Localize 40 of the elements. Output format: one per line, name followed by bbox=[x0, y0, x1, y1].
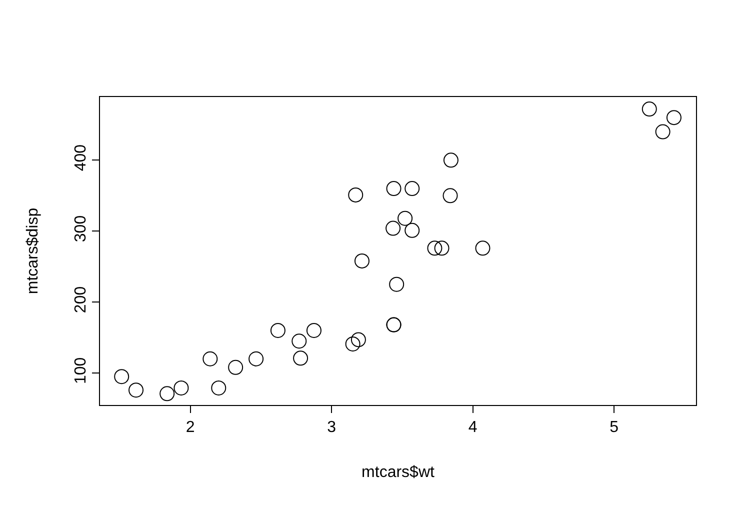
x-axis-title: mtcars$wt bbox=[362, 464, 435, 481]
point bbox=[248, 351, 264, 366]
point bbox=[292, 334, 307, 349]
y-tick-label: 200 bbox=[72, 286, 90, 314]
point bbox=[398, 210, 413, 226]
x-tick-label: 3 bbox=[327, 419, 336, 436]
point bbox=[293, 350, 308, 366]
point bbox=[404, 181, 420, 196]
point bbox=[434, 240, 450, 256]
point bbox=[128, 382, 144, 398]
point bbox=[345, 336, 360, 352]
y-tick-label: 300 bbox=[72, 215, 90, 242]
point bbox=[427, 240, 442, 256]
x-tick-label: 4 bbox=[468, 419, 478, 436]
point bbox=[442, 188, 458, 204]
point bbox=[655, 124, 670, 140]
point bbox=[443, 152, 458, 168]
point bbox=[160, 386, 175, 402]
point bbox=[642, 102, 657, 117]
point bbox=[114, 369, 130, 384]
x-tick-label: 2 bbox=[186, 419, 195, 436]
point bbox=[228, 360, 244, 375]
x-tick-label: 5 bbox=[610, 419, 619, 436]
y-tick-label: 400 bbox=[72, 144, 90, 172]
point bbox=[211, 380, 226, 396]
point bbox=[306, 322, 322, 338]
point bbox=[389, 276, 404, 292]
y-axis-title: mtcars$disp bbox=[24, 208, 42, 294]
point bbox=[202, 351, 218, 366]
point bbox=[386, 220, 401, 236]
point bbox=[475, 240, 490, 256]
point bbox=[404, 222, 420, 238]
point bbox=[348, 187, 364, 202]
y-tick-label: 100 bbox=[72, 357, 90, 384]
point bbox=[270, 322, 286, 338]
point bbox=[174, 380, 189, 396]
point bbox=[350, 332, 366, 348]
point bbox=[386, 181, 402, 196]
point bbox=[666, 110, 682, 126]
point bbox=[354, 253, 370, 268]
